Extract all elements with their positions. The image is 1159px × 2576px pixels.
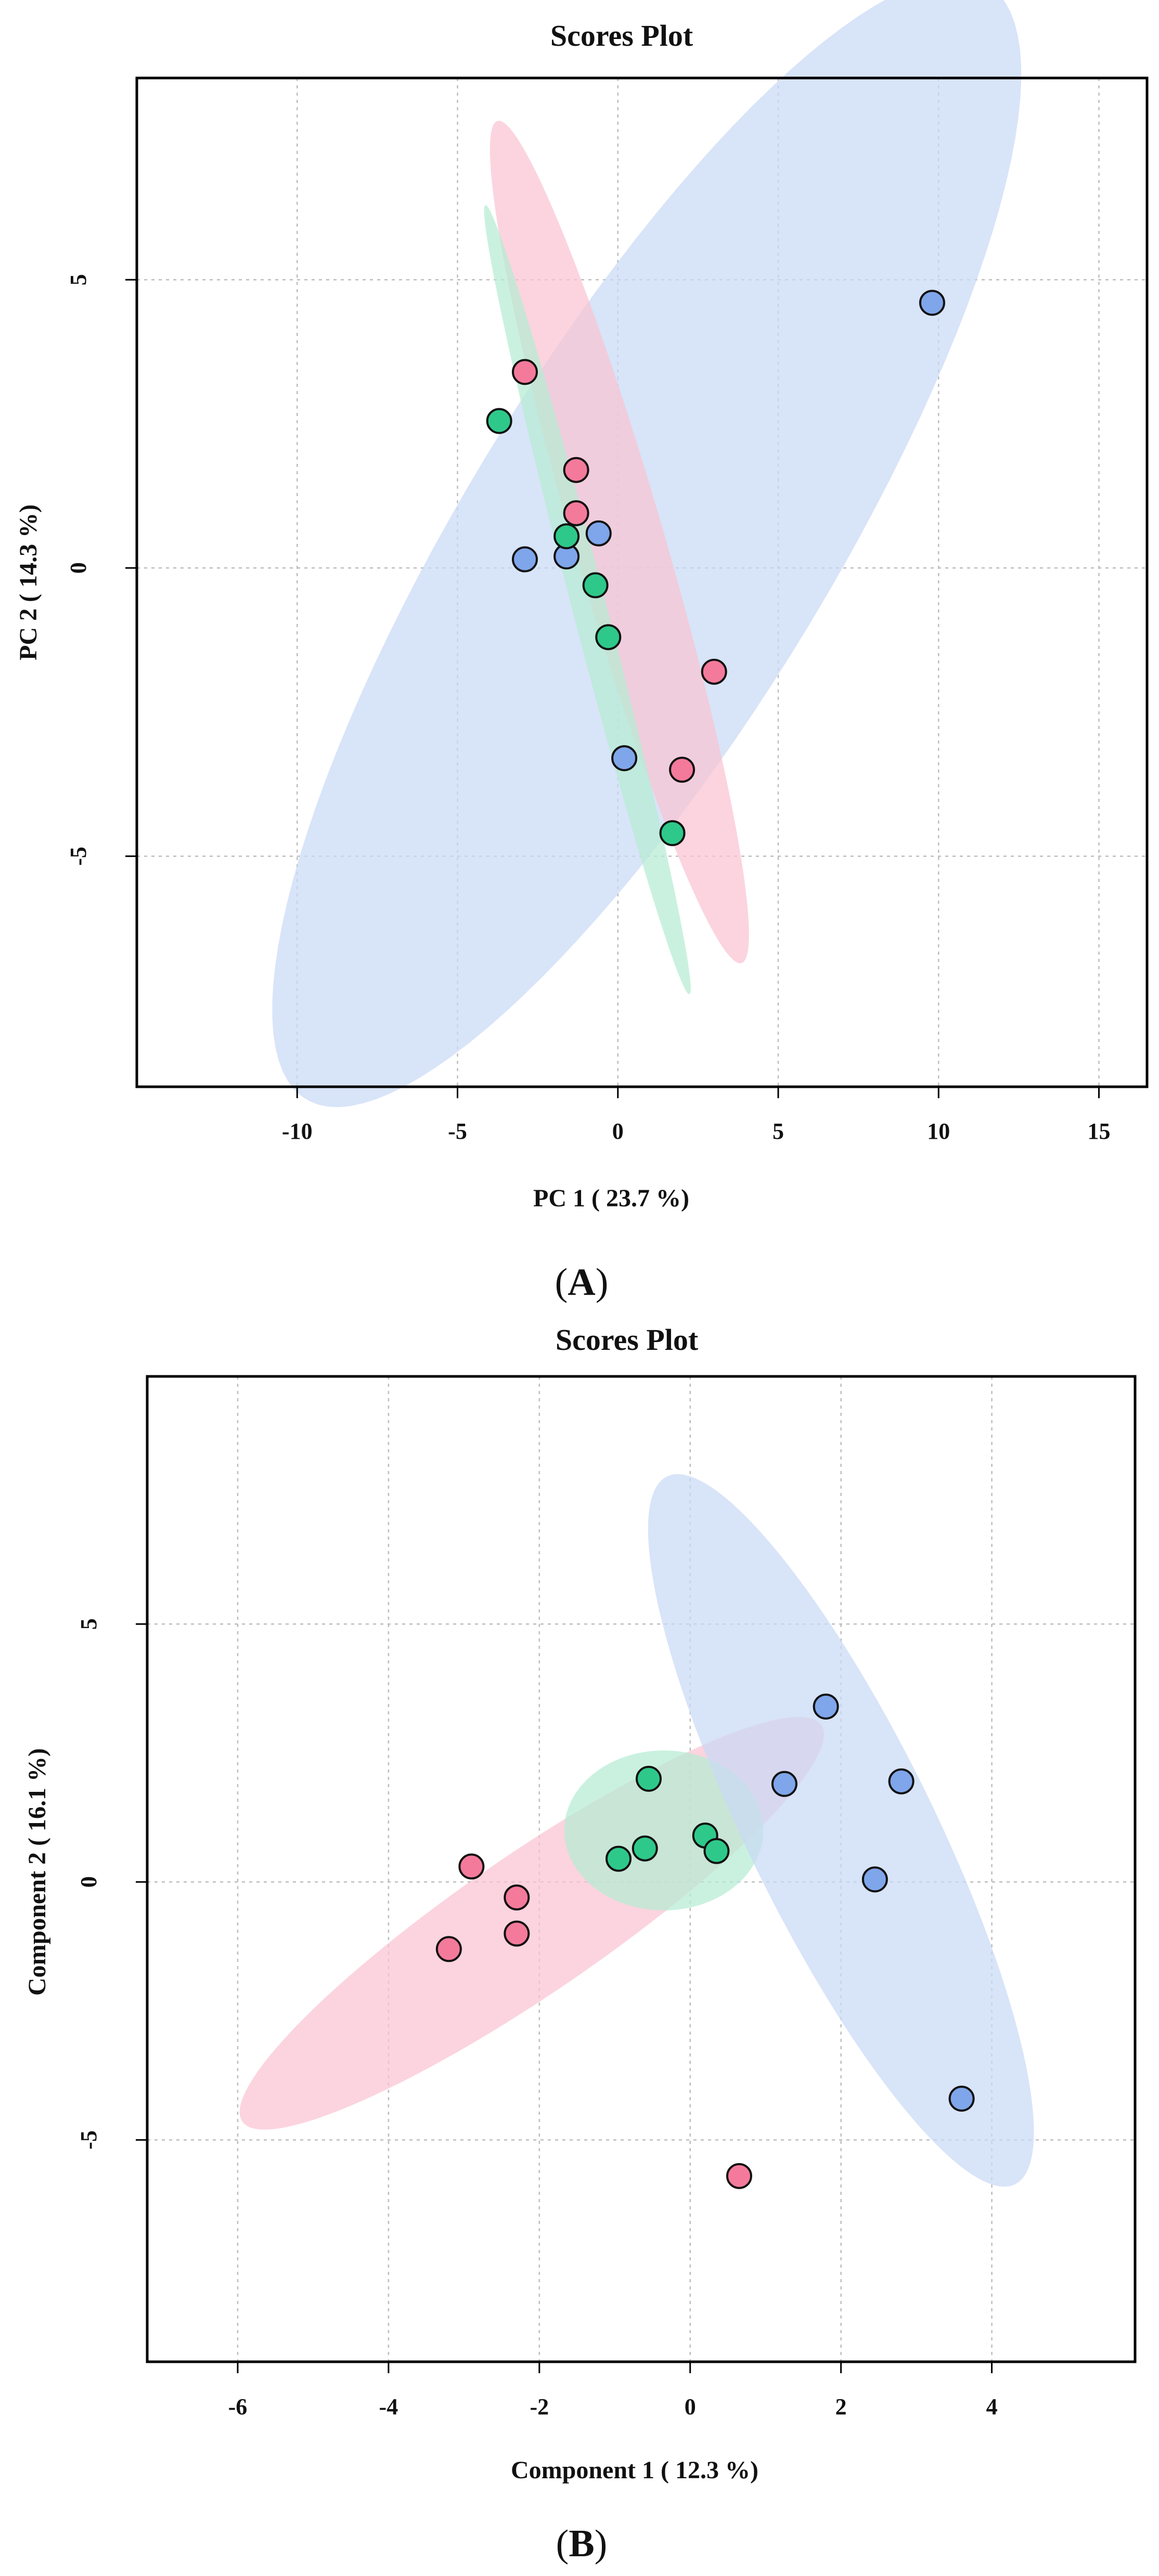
point-green [659, 820, 686, 847]
point-pink [563, 457, 589, 483]
point-green [703, 1838, 730, 1864]
panel-a-plot-frame [135, 76, 1149, 1088]
panel-b-label: (B) [556, 2522, 608, 2565]
point-pink [511, 359, 538, 385]
point-blue [771, 1771, 797, 1797]
point-green [553, 523, 580, 550]
panel-b-points [435, 1693, 975, 2189]
point-pink [669, 757, 696, 783]
x-tick-label: 2 [835, 2394, 847, 2419]
point-blue [813, 1693, 839, 1720]
y-tick-label: 5 [76, 1618, 101, 1630]
panel-b-x-ticks: -6 -4 -2 0 2 4 [228, 2362, 998, 2419]
point-green [595, 624, 622, 650]
panel-a-y-ticks: 5 0 -5 [66, 274, 137, 866]
point-blue [611, 745, 638, 772]
y-tick-label: -5 [66, 847, 91, 866]
point-pink [701, 658, 727, 685]
x-tick-label: 5 [772, 1118, 784, 1144]
point-pink [504, 1920, 530, 1947]
y-tick-label: 5 [66, 274, 91, 285]
point-blue [948, 2086, 975, 2112]
x-tick-label: 15 [1088, 1118, 1111, 1144]
ellipse-pink [490, 121, 749, 964]
panel-a-x-ticks: -10 -5 0 5 10 15 [282, 1087, 1111, 1144]
point-pink [726, 2163, 752, 2189]
panel-b-ellipses [239, 1474, 1034, 2187]
point-pink [435, 1936, 462, 1962]
point-blue [585, 520, 612, 547]
panel-b-y-ticks: 5 0 -5 [76, 1618, 147, 2150]
x-tick-label: 4 [986, 2394, 998, 2419]
y-tick-label: -5 [76, 2130, 101, 2150]
y-tick-label: 0 [66, 562, 91, 574]
panel-b-letter: B [569, 2522, 594, 2565]
y-tick-label: 0 [76, 1876, 101, 1888]
point-green [632, 1835, 658, 1862]
panel-b-plot-frame [146, 1375, 1137, 2363]
x-tick-label: -5 [448, 1118, 467, 1144]
panel-a-title: Scores Plot [550, 19, 693, 53]
panel-b-title: Scores Plot [556, 1323, 699, 1357]
point-pink [458, 1853, 485, 1880]
point-blue [888, 1768, 915, 1794]
x-tick-label: 0 [612, 1118, 624, 1144]
point-green [582, 572, 609, 599]
panel-a-chart: Scores Plot -10 -5 0 5 10 15 5 0 -5 PC 1 ( 23.7… [15, 0, 1149, 1304]
panel-b-y-axis-label: Component 2 ( 16.1 %) [23, 1748, 51, 1996]
x-tick-label: -6 [228, 2394, 248, 2419]
panel-b-x-axis-label: Component 1 ( 12.3 %) [511, 2456, 758, 2484]
point-green [486, 408, 512, 434]
x-tick-label: 10 [927, 1118, 950, 1144]
point-blue [919, 290, 945, 316]
panel-b-chart: Scores Plot -6 -4 -2 0 2 4 5 0 -5 Component 1 (… [23, 1323, 1137, 2565]
point-green [606, 1845, 632, 1872]
point-pink [504, 1884, 530, 1911]
ellipse-green [484, 205, 691, 994]
x-tick-label: 0 [685, 2394, 696, 2419]
point-blue [511, 546, 538, 573]
x-tick-label: -4 [379, 2394, 398, 2419]
ellipse-blue [648, 1474, 1034, 2187]
panel-a-ellipses [272, 0, 1022, 1108]
panel-a-points [486, 290, 945, 847]
point-blue [861, 1866, 888, 1893]
point-green [635, 1765, 662, 1792]
panel-a-label: (A) [555, 1261, 609, 1304]
panel-a-y-axis-label: PC 2 ( 14.3 %) [15, 504, 42, 660]
x-tick-label: -2 [530, 2394, 549, 2419]
panel-a-letter: A [568, 1261, 595, 1304]
point-pink [563, 500, 589, 526]
panel-a-x-axis-label: PC 1 ( 23.7 %) [533, 1185, 689, 1212]
x-tick-label: -10 [282, 1118, 313, 1144]
